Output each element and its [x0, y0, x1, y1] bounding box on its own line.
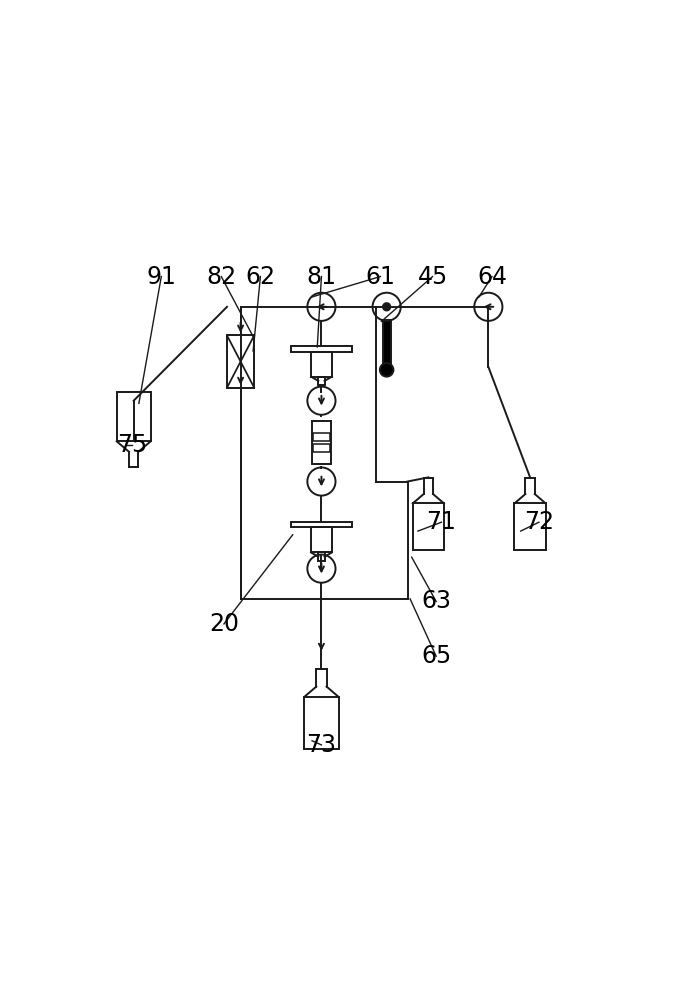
- Text: 65: 65: [421, 644, 452, 668]
- Bar: [311, 527, 332, 552]
- Text: 82: 82: [206, 265, 236, 289]
- Bar: [318, 377, 324, 385]
- Bar: [291, 522, 352, 527]
- Bar: [304, 697, 339, 749]
- Text: 20: 20: [209, 612, 239, 636]
- Text: 73: 73: [306, 733, 336, 757]
- Bar: [227, 335, 254, 388]
- Bar: [116, 392, 151, 441]
- Text: 62: 62: [246, 265, 275, 289]
- Text: 63: 63: [421, 589, 451, 613]
- Text: 61: 61: [365, 265, 395, 289]
- Bar: [383, 320, 390, 370]
- Bar: [413, 503, 444, 550]
- Bar: [514, 503, 546, 550]
- Text: 81: 81: [306, 265, 336, 289]
- Text: 64: 64: [477, 265, 507, 289]
- Text: 75: 75: [117, 433, 147, 457]
- Bar: [318, 552, 324, 561]
- Text: 91: 91: [147, 265, 176, 289]
- Bar: [291, 346, 352, 352]
- Text: 45: 45: [417, 265, 448, 289]
- Bar: [312, 421, 331, 464]
- Text: 71: 71: [427, 510, 456, 534]
- Bar: [313, 444, 330, 452]
- Circle shape: [383, 303, 390, 311]
- Bar: [313, 433, 330, 441]
- Circle shape: [380, 363, 394, 377]
- Bar: [311, 352, 332, 377]
- Text: 72: 72: [524, 510, 554, 534]
